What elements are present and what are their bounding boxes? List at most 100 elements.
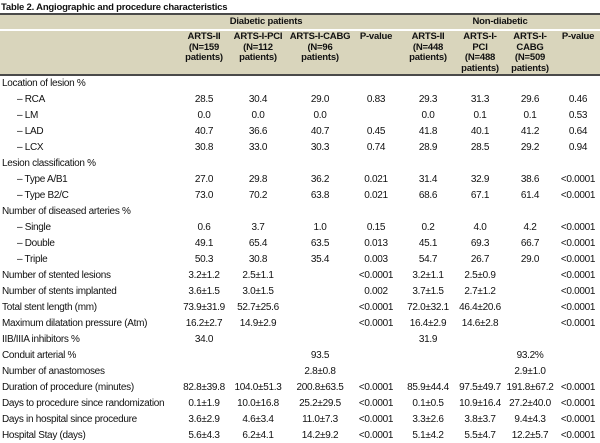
data-cell: 27.0 [194, 174, 214, 185]
column-header-arts1pci-nondiabetic: ARTS-I-PCI (N=488 patients) [456, 30, 505, 76]
data-cell: 30.8 [248, 254, 268, 265]
data-cell: 72.0±32.1 [407, 302, 449, 313]
data-cell: 85.9±44.4 [407, 382, 449, 393]
data-cell: 16.4±2.9 [409, 318, 447, 329]
data-cell [288, 268, 352, 284]
data-cell: 73.0 [194, 190, 214, 201]
table-row: Hospital Stay (days) 5.6±4.3 6.2±4.1 14.2±9… [0, 428, 600, 443]
data-cell [352, 364, 400, 380]
column-header-line: P-value [561, 31, 595, 42]
row-label: – LCX [17, 142, 44, 153]
group-label-nondiabetic: Non-diabetic [400, 15, 600, 31]
data-cell: 30.3 [310, 142, 330, 153]
data-cell: 29.8 [248, 174, 268, 185]
column-header-line: patients) [409, 52, 447, 63]
data-cell [228, 364, 288, 380]
data-cell: 2.9±1.0 [514, 366, 546, 377]
data-cell: 0.15 [366, 222, 386, 233]
data-cell [456, 348, 504, 364]
data-cell: 34.0 [194, 334, 214, 345]
data-cell: 0.1±0.5 [412, 398, 444, 409]
data-cell: 5.5±4.7 [464, 430, 496, 441]
table-row: IIB/IIIA inhibitors % 34.0 31.9 [0, 332, 600, 348]
group-header-spacer [0, 15, 180, 31]
data-cell: 26.7 [470, 254, 490, 265]
data-cell: 14.2±9.2 [301, 430, 339, 441]
section-row: Location of lesion % [0, 75, 600, 92]
table-row: Days in hospital since procedure 3.6±2.9 4… [0, 412, 600, 428]
data-cell: 3.2±1.1 [412, 270, 444, 281]
section-row: Lesion classification % [0, 156, 600, 172]
table-row: – LCX 30.8 33.0 30.3 0.74 28.9 28.5 29.2 0.94 [0, 140, 600, 156]
data-cell [228, 156, 288, 172]
data-cell [456, 75, 504, 92]
data-cell [288, 284, 352, 300]
data-cell: 0.64 [568, 126, 588, 137]
data-cell: <0.0001 [560, 414, 596, 425]
data-cell [288, 204, 352, 220]
data-cell: 6.2±4.1 [242, 430, 274, 441]
data-cell: <0.0001 [560, 222, 596, 233]
data-cell: 50.3 [194, 254, 214, 265]
section-label: Number of diseased arteries % [2, 206, 131, 217]
data-cell: 0.6 [197, 222, 211, 233]
data-cell: <0.0001 [560, 430, 596, 441]
column-header-line: (N=488 [464, 52, 496, 63]
table-row: – Triple 50.3 30.8 35.4 0.003 54.7 26.7 29.0 <0.… [0, 252, 600, 268]
column-header-line: P-value [359, 31, 393, 42]
data-cell [180, 348, 228, 364]
row-label: Conduit arterial % [2, 350, 77, 361]
data-cell [400, 75, 456, 92]
column-header-line: patients) [239, 52, 277, 63]
data-cell: 191.8±67.2 [506, 382, 554, 393]
row-label: Number of stented lesions [2, 270, 111, 281]
column-header-arts1pci-diabetic: ARTS-I-PCI (N=112 patients) [228, 30, 288, 76]
data-cell: 73.9±31.9 [183, 302, 225, 313]
data-cell: 46.4±20.6 [459, 302, 501, 313]
data-cell: 31.9 [418, 334, 438, 345]
data-cell: 14.9±2.9 [239, 318, 277, 329]
data-cell [180, 204, 228, 220]
data-cell: <0.0001 [560, 302, 596, 313]
data-cell: 11.0±7.3 [302, 414, 338, 425]
data-cell: 93.2% [516, 350, 544, 361]
data-cell: 0.0 [197, 110, 211, 121]
row-label: Total stent length (mm) [2, 302, 97, 313]
data-cell: 2.5±1.1 [242, 270, 274, 281]
row-label: Maximum dilatation pressure (Atm) [2, 318, 148, 329]
data-cell: 29.0 [520, 254, 540, 265]
data-cell: 41.2 [520, 126, 540, 137]
table-row: – Type B2/C 73.0 70.2 63.8 0.021 68.6 67.1 61.4… [0, 188, 600, 204]
data-cell: 104.0±51.3 [234, 382, 282, 393]
data-cell: 3.0±1.5 [242, 286, 274, 297]
data-cell: 4.6±3.4 [242, 414, 274, 425]
section-label: Location of lesion % [2, 78, 86, 89]
data-cell [400, 156, 456, 172]
data-cell: 36.2 [310, 174, 330, 185]
row-label: – LAD [17, 126, 44, 137]
data-cell: 49.1 [194, 238, 214, 249]
data-cell [288, 300, 352, 316]
data-cell [456, 156, 504, 172]
table-title: Table 2. Angiographic and procedure char… [1, 2, 228, 13]
row-label: IIB/IIIA inhibitors % [2, 334, 80, 345]
table-row: – Single 0.6 3.7 1.0 0.15 0.2 4.0 4.2 <0.0001 [0, 220, 600, 236]
row-label: Days to procedure since randomization [2, 398, 165, 409]
table-row: – RCA 28.5 30.4 29.0 0.83 29.3 31.3 29.6 0.46 [0, 92, 600, 108]
table-row: Number of stents implanted 3.6±1.5 3.0±1.5… [0, 284, 600, 300]
data-cell [400, 364, 456, 380]
data-cell [504, 204, 556, 220]
data-cell: <0.0001 [358, 302, 394, 313]
table-row: Total stent length (mm) 73.9±31.9 52.7±25.… [0, 300, 600, 316]
table-row: – LM 0.0 0.0 0.0 0.0 0.1 0.1 0.53 [0, 108, 600, 124]
data-cell: <0.0001 [560, 270, 596, 281]
data-cell: 54.7 [418, 254, 438, 265]
data-cell: 5.6±4.3 [188, 430, 220, 441]
data-cell: 3.6±2.9 [188, 414, 220, 425]
column-header-pvalue-diabetic: P-value [352, 30, 401, 76]
data-cell [504, 75, 556, 92]
data-cell [556, 364, 600, 380]
data-cell [556, 204, 600, 220]
data-cell: 0.002 [364, 286, 388, 297]
